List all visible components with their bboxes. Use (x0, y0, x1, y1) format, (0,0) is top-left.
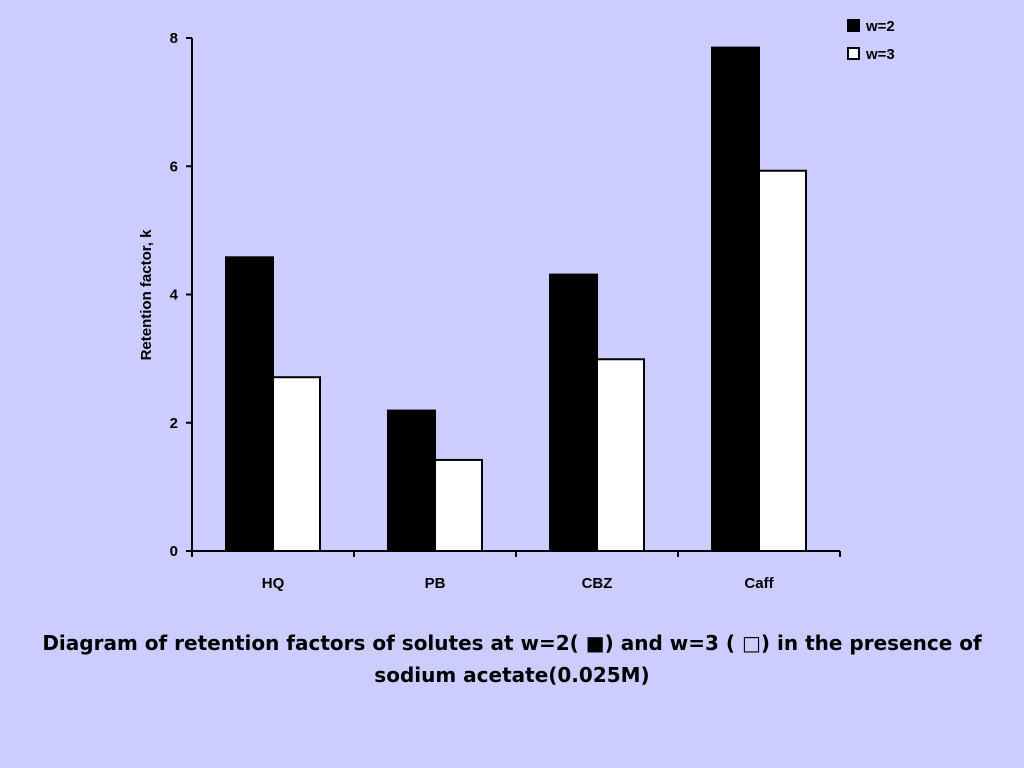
bar-w=3-Caff (758, 169, 807, 553)
bar-chart: 0 2 4 6 8 HQ PB CBZ Caff Retention factor, k w=… (138, 18, 895, 592)
y-tick-label: 0 (170, 543, 178, 560)
y-tick-label: 6 (170, 158, 178, 175)
y-tick-label: 2 (170, 415, 178, 432)
x-category-label: Caff (744, 575, 774, 592)
x-axis-ticks: HQ PB CBZ Caff (191, 551, 841, 592)
legend: w=2 w=3 (847, 18, 895, 63)
bar-w=2-HQ (225, 256, 274, 552)
legend-label: w=2 (865, 18, 895, 35)
bar-w=3-CBZ (596, 358, 645, 552)
caption-line-2: sodium acetate(0.025M) (374, 663, 650, 687)
bar-w=2-PB (387, 409, 436, 552)
bar-w=3-PB (434, 458, 483, 553)
y-axis-title: Retention factor, k (138, 229, 155, 361)
x-category-label: PB (425, 575, 446, 592)
bar-w=3-HQ (272, 376, 321, 552)
bar-w=2-CBZ (549, 273, 598, 552)
legend-swatch (847, 47, 860, 60)
caption-line-1: Diagram of retention factors of solutes … (42, 631, 982, 655)
legend-label: w=3 (865, 46, 895, 63)
y-axis-ticks: 0 2 4 6 8 (170, 30, 192, 560)
x-category-label: CBZ (582, 575, 613, 592)
x-category-label: HQ (262, 575, 285, 592)
y-tick-label: 8 (170, 30, 178, 47)
bar-w=2-Caff (711, 46, 760, 553)
chart-bars (225, 46, 807, 553)
legend-swatch (847, 19, 860, 32)
y-tick-label: 4 (170, 287, 179, 304)
figure-caption: Diagram of retention factors of solutes … (40, 627, 984, 691)
